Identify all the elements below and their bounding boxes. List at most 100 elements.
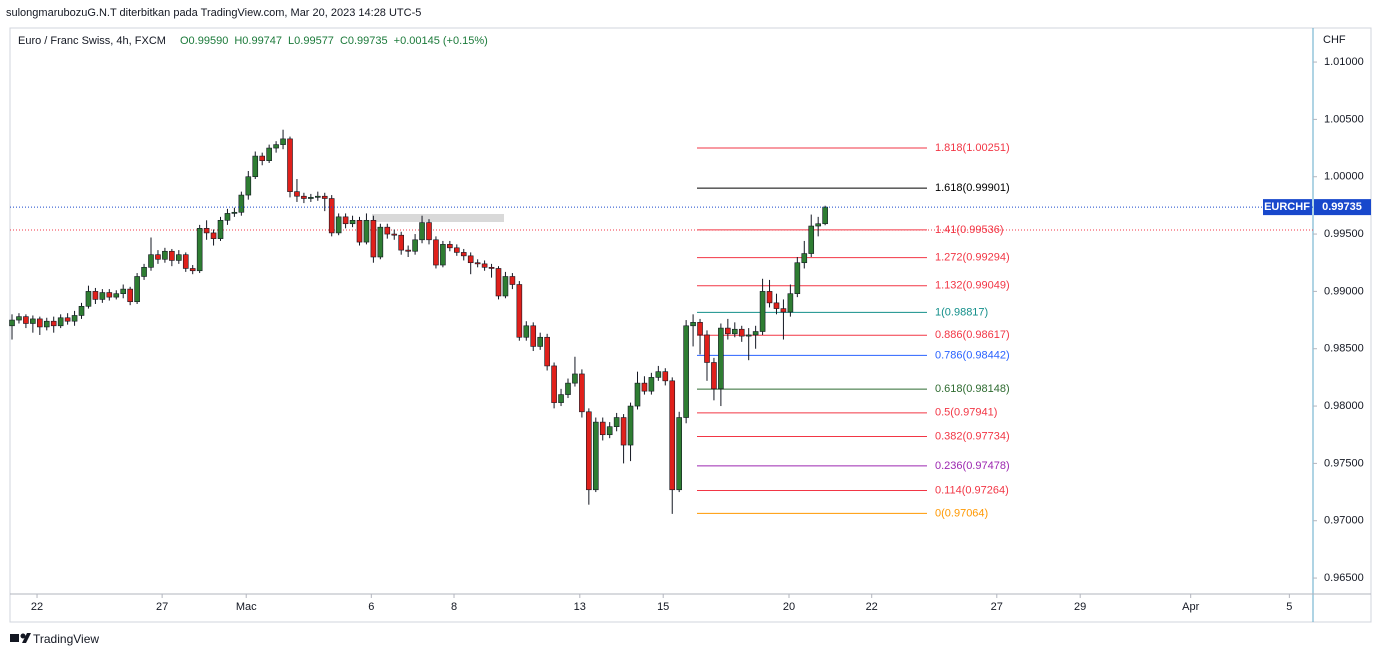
- y-tick-label: 0.98500: [1324, 343, 1364, 355]
- ticker-label: EURCHF: [1264, 201, 1310, 213]
- candle-body: [252, 155, 259, 178]
- x-tick-label: 27: [156, 601, 168, 613]
- fib-label: 0.114(0.97264): [935, 484, 1009, 496]
- y-tick-label: 0.99000: [1324, 285, 1364, 297]
- candle-body: [502, 276, 509, 297]
- candle-body: [488, 267, 495, 269]
- x-tick-label: Mac: [236, 601, 257, 613]
- candle-body: [641, 382, 648, 392]
- candle-body: [718, 327, 724, 390]
- x-tick-label: 15: [657, 601, 669, 613]
- candle-body: [196, 228, 203, 272]
- candle-body: [217, 219, 224, 239]
- candle-body: [176, 254, 182, 261]
- candle-body: [669, 380, 676, 491]
- candle-body: [759, 291, 766, 332]
- legend-value: L0.99577: [288, 35, 334, 47]
- candle-body: [551, 365, 557, 403]
- candle-body: [516, 284, 523, 338]
- candle-body: [752, 331, 759, 336]
- currency: CHF: [1323, 34, 1346, 46]
- candle-body: [23, 316, 29, 324]
- candle-body: [294, 191, 300, 197]
- candle-body: [16, 316, 22, 321]
- candle-body: [377, 226, 384, 258]
- candle-body: [745, 334, 752, 337]
- candle-body: [662, 371, 669, 382]
- x-tick-label: 29: [1074, 601, 1086, 613]
- candle-body: [224, 213, 231, 221]
- x-tick-label: 22: [31, 601, 43, 613]
- candle-body: [384, 226, 391, 235]
- fib-label: 0.786(0.98442): [935, 349, 1010, 361]
- candle-body: [301, 195, 307, 199]
- candle-body: [697, 322, 703, 336]
- fib-label: 0.236(0.97478): [935, 460, 1010, 472]
- candle-body: [731, 328, 738, 335]
- candle-body: [725, 327, 731, 335]
- candle-body: [690, 322, 696, 327]
- candle-body: [801, 253, 808, 264]
- candle-body: [495, 268, 502, 297]
- y-tick-label: 0.98000: [1324, 400, 1364, 412]
- candle-body: [231, 211, 238, 214]
- candle-body: [349, 219, 356, 225]
- x-tick-label: 20: [783, 601, 795, 613]
- candle-body: [530, 325, 537, 347]
- legend-value: +0.00145 (+0.15%): [394, 35, 488, 47]
- candle-body: [391, 233, 398, 236]
- legend-value: O0.99590: [180, 35, 228, 47]
- candle-body: [273, 144, 279, 149]
- candle-body: [308, 197, 314, 199]
- y-tick-label: 1.00500: [1324, 113, 1364, 125]
- fib-label: 0(0.97064): [935, 507, 988, 519]
- candle-body: [592, 421, 599, 491]
- candle-body: [453, 247, 460, 253]
- candle-body: [599, 421, 606, 436]
- legend-value: C0.99735: [340, 35, 388, 47]
- candle-body: [558, 394, 564, 403]
- candle-body: [405, 249, 411, 252]
- y-tick-label: 0.97500: [1324, 457, 1364, 469]
- candle-body: [523, 325, 530, 338]
- candle-body: [579, 373, 585, 413]
- price-tag: [1314, 199, 1371, 216]
- candle-body: [162, 250, 168, 260]
- candle-body: [106, 292, 113, 298]
- candle-body: [572, 373, 578, 384]
- candle-body: [815, 223, 821, 227]
- candle-body: [794, 262, 801, 294]
- ticker-tag: [1263, 199, 1312, 216]
- fib-label: 0.382(0.97734): [935, 430, 1010, 442]
- candle-body: [363, 219, 370, 243]
- candle-body: [245, 176, 252, 196]
- candle-body: [189, 268, 196, 272]
- candle-body: [342, 216, 349, 225]
- candle-body: [169, 250, 175, 261]
- candle-body: [808, 225, 815, 254]
- candle-body: [321, 195, 328, 199]
- brand: TradingView: [33, 632, 99, 646]
- publish-info: sulongmarubozuG.N.T diterbitkan pada Tra…: [6, 7, 421, 19]
- candle-body: [259, 155, 266, 161]
- candle-body: [210, 232, 217, 239]
- candle-body: [280, 138, 286, 145]
- candle-body: [586, 411, 592, 491]
- candle-body: [64, 317, 71, 322]
- candle-body: [509, 276, 516, 285]
- x-tick-label: 6: [368, 601, 374, 613]
- fib-label: 1.272(0.99294): [935, 252, 1010, 264]
- fib-label: 1.41(0.99536): [935, 224, 1004, 236]
- candle-body: [419, 222, 425, 241]
- candle-body: [370, 219, 377, 258]
- candle-body: [481, 263, 488, 268]
- candle-body: [182, 254, 189, 269]
- y-tick-label: 0.96500: [1324, 572, 1364, 584]
- candle-body: [57, 317, 64, 327]
- candle-body: [9, 319, 15, 327]
- candle-body: [447, 244, 453, 249]
- zone: [372, 214, 504, 222]
- candle-body: [85, 291, 92, 307]
- fib-label: 1.618(0.99901): [935, 182, 1010, 194]
